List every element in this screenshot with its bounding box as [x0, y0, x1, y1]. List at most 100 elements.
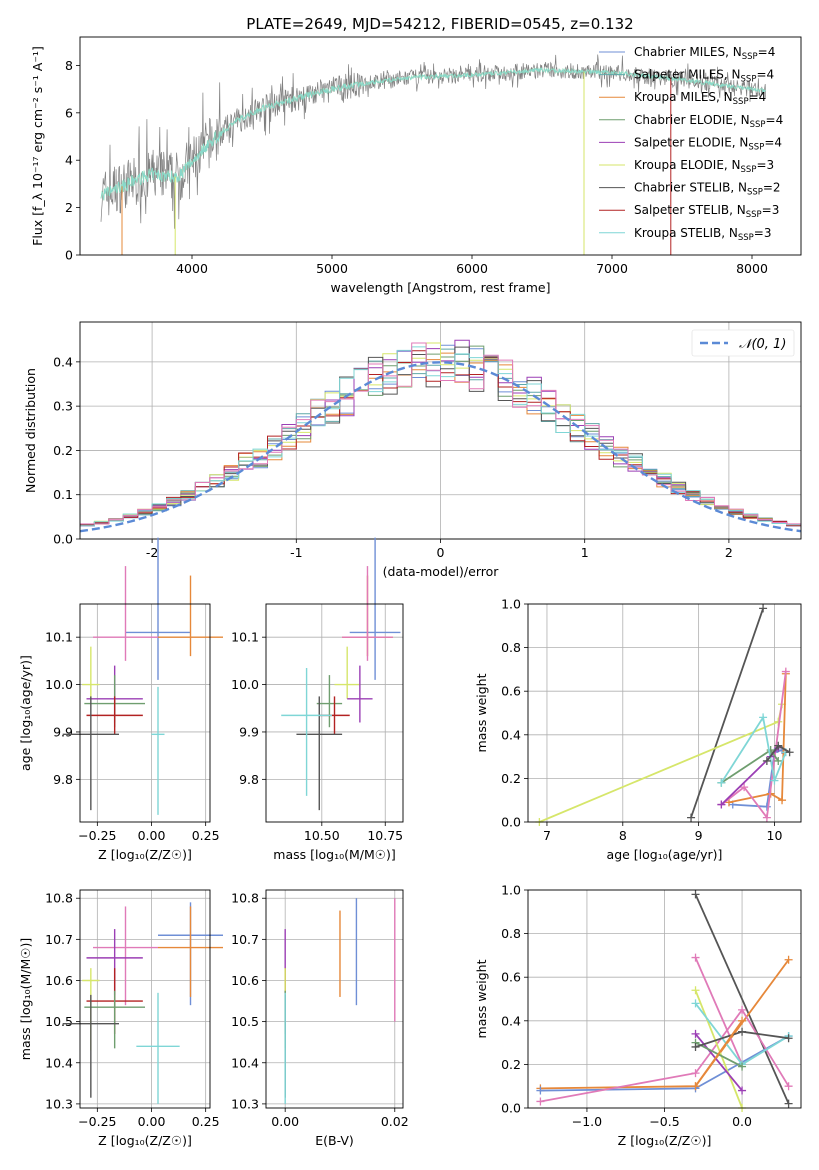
series-chabrier-stelib	[762, 741, 794, 765]
x-axis-label: Z [log₁₀(Z/Z☉)]	[98, 1133, 192, 1148]
errorbar-point	[93, 906, 158, 1006]
x-tick-label: 2	[725, 545, 733, 560]
legend-label: Chabrier MILES, NSSP=4	[634, 45, 775, 62]
legend-label: Kroupa ELODIE, NSSP=3	[634, 158, 774, 175]
errorbar-point	[151, 686, 165, 815]
data-point	[738, 1062, 747, 1071]
legend-label: Salpeter ELODIE, NSSP=4	[634, 135, 782, 152]
y-axis-label: mass [log₁₀(M/M☉)]	[18, 938, 33, 1060]
legend-count: =4	[758, 45, 776, 59]
legend-subscript: SSP	[741, 165, 757, 175]
y-tick-label: 9.9	[53, 724, 73, 739]
data-point	[691, 986, 700, 995]
errorbar-point	[158, 906, 223, 997]
y-axis-label: mass weight	[474, 673, 489, 752]
data-point	[766, 746, 775, 755]
data-point	[691, 999, 700, 1008]
axes-frame	[79, 603, 211, 823]
data-point	[717, 800, 726, 809]
errorbar-point	[316, 675, 343, 728]
x-tick-label: −0.25	[78, 1114, 116, 1129]
y-tick-label: 10.3	[231, 1096, 259, 1111]
errorbar-point	[281, 667, 332, 796]
legend-label: Salpeter MILES, NSSP=4	[634, 68, 774, 85]
figure-title: PLATE=2649, MJD=54212, FIBERID=0545, z=0…	[246, 15, 633, 33]
legend-subscript: SSP	[733, 97, 749, 107]
legend-subscript: SSP	[741, 75, 757, 85]
x-tick-label: 0.02	[381, 1114, 409, 1129]
axes-frame	[79, 36, 802, 256]
x-tick-label: -1	[290, 545, 302, 560]
y-tick-label: 9.9	[239, 724, 259, 739]
x-tick-label: 4000	[176, 261, 208, 276]
data-point	[784, 1099, 793, 1108]
histogram-pink	[80, 342, 801, 529]
y-tick-label: 10.1	[45, 630, 73, 645]
legend-count: =4	[764, 135, 782, 149]
data-point	[536, 1097, 545, 1106]
panel-massweight-vs-Z: −1.0 −0.5 0.0 0.0 0.2 0.4 0.6 0.8 1.0 Z [log₁₀(Z/…	[474, 883, 802, 1148]
y-tick-label: 0.4	[501, 1013, 521, 1028]
panel-spectrum: 4000 5000 6000 7000 8000 0 2 4 6 8 Chabrier MILES,…	[30, 36, 802, 295]
x-tick-label: 0	[437, 545, 445, 560]
x-tick-label: −0.5	[649, 1114, 679, 1129]
data-point	[687, 813, 696, 822]
y-tick-label: 0.0	[501, 815, 521, 830]
series-kroupa-elodie	[691, 986, 747, 1112]
data-point	[784, 1034, 793, 1043]
y-tick-label: 10.3	[45, 1096, 73, 1111]
y-tick-label: 0.8	[501, 640, 521, 655]
y-tick-label: 0.3	[53, 399, 73, 414]
y-tick-label: 0.2	[53, 443, 73, 458]
series-kroupa-elodie	[535, 700, 787, 826]
series-line	[694, 894, 790, 1104]
spectrum-lines	[100, 54, 767, 255]
y-tick-label: 0.0	[53, 532, 73, 547]
data-point	[762, 813, 771, 822]
y-tick-label: 0.0	[501, 1101, 521, 1116]
errorbar-point	[136, 992, 180, 1104]
series-pink	[536, 1005, 793, 1106]
x-tick-label: 9	[695, 828, 703, 843]
data-point	[691, 1029, 700, 1038]
series-line	[540, 1008, 790, 1103]
x-axis-label: wavelength [Angstrom, rest frame]	[330, 280, 550, 295]
x-axis-label: age [log₁₀(age/yr)]	[607, 847, 723, 862]
legend: 𝒩(0, 1)	[691, 329, 795, 357]
y-tick-label: 6	[65, 105, 73, 120]
data-point	[738, 1086, 747, 1095]
y-axis-label: age [log₁₀(age/yr)]	[18, 655, 33, 771]
x-tick-label: 0.25	[192, 1114, 220, 1129]
plot-area: Chabrier MILES, NSSP=4 Salpeter MILES, NS…	[100, 45, 783, 255]
y-tick-label: 10.6	[45, 973, 73, 988]
y-tick-label: 1.0	[501, 883, 521, 898]
x-axis-label: E(B-V)	[315, 1133, 354, 1148]
axes-frame	[265, 889, 404, 1109]
axes-frame	[79, 321, 802, 540]
series-line	[720, 671, 787, 820]
x-tick-label: 0.00	[271, 1114, 299, 1129]
series-line	[694, 1033, 743, 1092]
y-tick-label: 10.7	[45, 932, 73, 947]
y-axis-label: Flux [f_λ 10⁻¹⁷ erg cm⁻² s⁻¹ A⁻¹]	[30, 46, 45, 246]
x-tick-label: 10.50	[304, 828, 340, 843]
data-point	[738, 1027, 747, 1036]
legend-count: =2	[763, 181, 781, 195]
data-point	[762, 802, 771, 811]
y-tick-label: 0.1	[53, 487, 73, 502]
data-point	[691, 1042, 700, 1051]
x-tick-label: −0.25	[78, 828, 116, 843]
data-point	[784, 955, 793, 964]
y-tick-label: 10.0	[231, 677, 259, 692]
data-point	[717, 778, 726, 787]
x-tick-label: 1	[581, 545, 589, 560]
errorbar-point	[349, 537, 401, 680]
histograms	[80, 339, 801, 533]
data-point	[691, 953, 700, 962]
data-point	[778, 796, 787, 805]
plot-area	[62, 902, 223, 1104]
data-point	[691, 890, 700, 899]
errorbar-point	[342, 566, 393, 661]
series-line	[728, 673, 787, 804]
